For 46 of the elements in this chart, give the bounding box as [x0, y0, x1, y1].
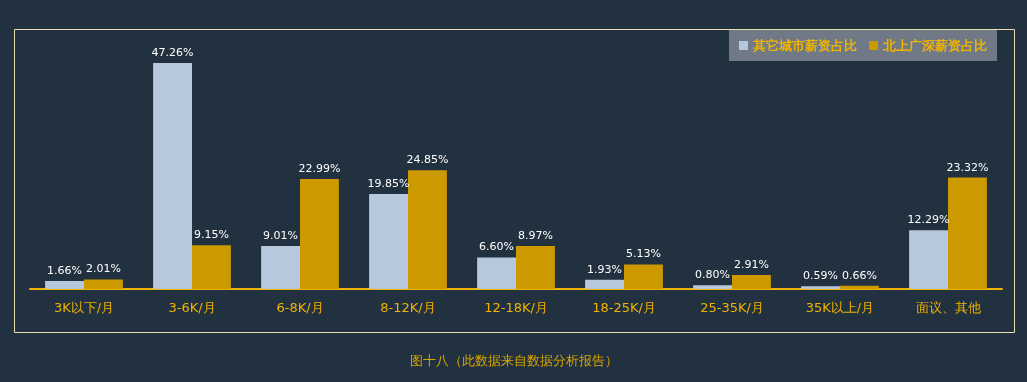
data-label: 23.32%: [946, 160, 989, 174]
legend-label: 其它城市薪资占比: [752, 38, 857, 53]
bar: [408, 170, 447, 289]
legend-label: 北上广深薪资占比: [882, 38, 987, 53]
x-tick-label: 3K以下/月: [53, 300, 115, 315]
text: 图十八（此数据来自数据分析报告）: [409, 353, 618, 368]
x-tick-label: 35K以上/月: [805, 300, 875, 315]
data-label: 22.99%: [298, 162, 341, 176]
bar: [732, 275, 771, 289]
bar: [693, 285, 732, 289]
bar: [624, 264, 663, 289]
bar: [477, 257, 516, 289]
x-tick-label: 18-25K/月: [592, 300, 656, 315]
data-label: 2.01%: [85, 262, 121, 276]
bar: [840, 285, 879, 289]
bar: [300, 179, 339, 289]
bar: [369, 194, 408, 289]
bar: [261, 245, 300, 289]
bar: [801, 286, 840, 289]
data-label: 47.26%: [151, 46, 194, 60]
bar: [45, 281, 84, 289]
x-tick-label: 12-18K/月: [484, 300, 548, 315]
bar: [585, 279, 624, 289]
x-tick-label: 3-6K/月: [168, 300, 216, 315]
bar: [909, 230, 948, 289]
bar: [192, 245, 231, 289]
data-label: 9.01%: [263, 228, 299, 242]
bar: [153, 63, 192, 289]
x-tick-label: 面议、其他: [915, 300, 981, 315]
x-tick-label: 25-35K/月: [700, 300, 764, 315]
data-label: 1.93%: [587, 262, 623, 276]
data-label: 24.85%: [406, 153, 449, 167]
bar: [84, 279, 123, 289]
data-label: 8.97%: [517, 229, 553, 243]
x-tick-label: 6-8K/月: [276, 300, 324, 315]
bar: [516, 246, 555, 289]
data-label: 5.13%: [625, 247, 661, 261]
data-label: 0.66%: [841, 268, 877, 282]
data-label: 9.15%: [193, 228, 229, 242]
data-label: 6.60%: [479, 240, 515, 254]
x-tick-label: 8-12K/月: [380, 300, 436, 315]
data-label: 0.59%: [803, 269, 839, 283]
data-label: 0.80%: [695, 268, 731, 282]
bar: [948, 177, 987, 289]
data-label: 2.91%: [733, 258, 769, 272]
data-label: 1.66%: [47, 264, 83, 278]
